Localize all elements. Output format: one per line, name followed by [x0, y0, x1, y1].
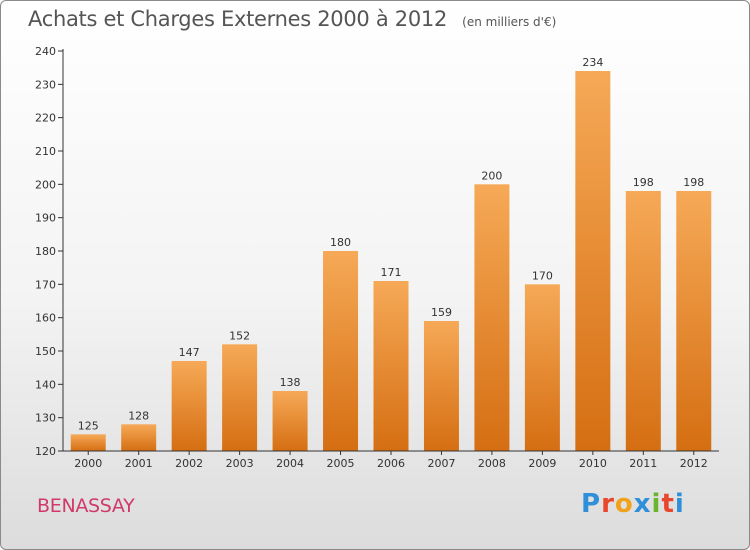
data-label: 180 — [330, 236, 351, 249]
logo-letter: P — [581, 489, 602, 519]
bar — [222, 344, 258, 451]
data-label: 171 — [381, 266, 402, 279]
data-label: 159 — [431, 306, 452, 319]
chart-subtitle: (en milliers d'€) — [462, 15, 557, 29]
bar — [474, 184, 510, 452]
x-tick-label: 2009 — [528, 457, 556, 470]
bars-group: 125 128 147 152 138 180 171 159 200 170 234 198 198 — [70, 56, 712, 452]
x-tick-label: 2001 — [125, 457, 153, 470]
title-row: Achats et Charges Externes 2000 à 2012 (… — [28, 7, 556, 31]
x-tick-label: 2011 — [629, 457, 657, 470]
logo-letter: x — [633, 489, 652, 519]
bar — [70, 434, 106, 451]
proxiti-logo: Proxiti — [581, 489, 685, 519]
logo-letter: i — [674, 489, 685, 519]
bar — [272, 391, 308, 451]
bar — [625, 191, 661, 451]
bar — [676, 191, 712, 451]
y-tick-label: 120 — [35, 445, 56, 458]
x-tick-label: 2008 — [478, 457, 506, 470]
y-tick-label: 210 — [35, 145, 56, 158]
x-tick-label: 2007 — [427, 457, 455, 470]
logo-letter: i — [651, 489, 662, 519]
y-tick-label: 190 — [35, 212, 56, 225]
y-tick-label: 200 — [35, 178, 56, 191]
y-tick-label: 160 — [35, 312, 56, 325]
y-tick-label: 230 — [35, 78, 56, 91]
data-label: 234 — [582, 56, 603, 69]
chart-title: Achats et Charges Externes 2000 à 2012 — [28, 7, 448, 31]
x-tick-label: 2010 — [579, 457, 607, 470]
y-tick-label: 140 — [35, 378, 56, 391]
data-label: 138 — [280, 376, 301, 389]
bar — [373, 281, 409, 451]
data-label: 200 — [481, 169, 502, 182]
bar — [323, 251, 359, 451]
bar — [524, 284, 560, 451]
y-tick-label: 130 — [35, 412, 56, 425]
x-tick-label: 2006 — [377, 457, 405, 470]
commune-name: BENASSAY — [37, 495, 135, 517]
y-tick-label: 240 — [35, 45, 56, 58]
bar — [121, 424, 157, 451]
x-tick-label: 2003 — [226, 457, 254, 470]
data-label: 128 — [128, 409, 149, 422]
y-tick-label: 150 — [35, 345, 56, 358]
axes-group: 120 130 140 150 160 170 180 190 200 210 220 230 240 2… — [35, 45, 719, 470]
data-label: 198 — [633, 176, 654, 189]
logo-letter: t — [661, 489, 675, 519]
logo-letter: o — [614, 489, 634, 519]
data-label: 125 — [78, 419, 99, 432]
x-tick-label: 2012 — [680, 457, 708, 470]
data-label: 147 — [179, 346, 200, 359]
bar — [423, 321, 459, 451]
data-label: 170 — [532, 269, 553, 282]
data-label: 198 — [683, 176, 704, 189]
y-tick-label: 220 — [35, 112, 56, 125]
y-tick-label: 170 — [35, 278, 56, 291]
x-tick-label: 2005 — [327, 457, 355, 470]
logo-letter: r — [601, 489, 615, 519]
bar — [575, 71, 611, 451]
x-tick-label: 2000 — [74, 457, 102, 470]
x-tick-label: 2004 — [276, 457, 304, 470]
data-label: 152 — [229, 329, 250, 342]
y-tick-label: 180 — [35, 245, 56, 258]
bar — [171, 361, 207, 451]
x-tick-label: 2002 — [175, 457, 203, 470]
